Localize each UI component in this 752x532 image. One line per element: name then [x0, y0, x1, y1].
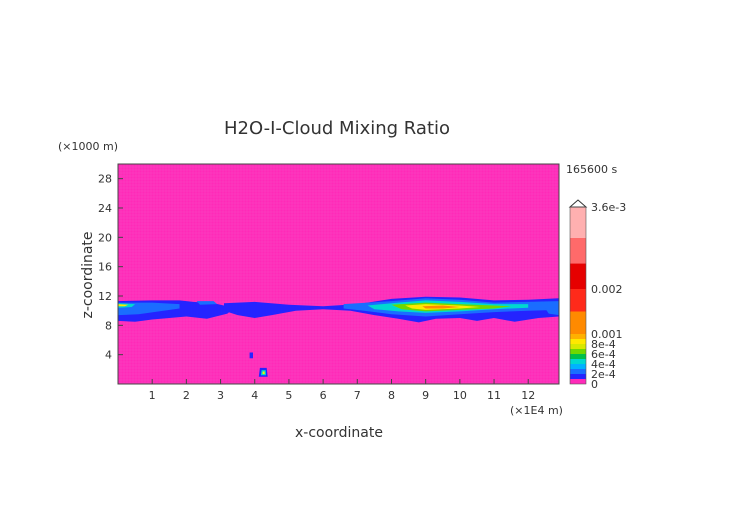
colorbar-frame	[569, 206, 587, 385]
y-tick-label: 16	[98, 261, 112, 274]
y-tick-label: 20	[98, 231, 112, 244]
colorbar-level	[570, 207, 586, 238]
x-tick-label: 10	[453, 389, 467, 402]
colorbar-level	[570, 359, 586, 364]
colorbar-tick-label: 2e-4	[591, 368, 616, 381]
colorbar-level	[570, 369, 586, 374]
colorbar-level	[570, 349, 586, 354]
colorbar-extend-arrow	[568, 199, 588, 208]
x-unit-label: (×1E4 m)	[510, 404, 563, 417]
x-tick-label: 5	[285, 389, 292, 402]
x-axis-label: x-coordinate	[295, 425, 383, 441]
x-tick-label: 6	[320, 389, 327, 402]
colorbar-level	[570, 237, 586, 264]
x-tick-label: 4	[251, 389, 258, 402]
colorbar-level	[570, 374, 586, 379]
colorbar-level	[570, 344, 586, 349]
x-tick-label: 8	[388, 389, 395, 402]
colorbar-level	[570, 289, 586, 312]
colorbar-tick-label: 0	[591, 378, 598, 391]
x-tick-label: 2	[183, 389, 190, 402]
x-tick-label: 7	[354, 389, 361, 402]
cloud-contour-15	[249, 352, 253, 359]
colorbar-level	[570, 364, 586, 369]
colorbar-tick-label: 8e-4	[591, 338, 616, 351]
plot-frame	[117, 163, 560, 385]
x-tick-label: 9	[422, 389, 429, 402]
colorbar-level	[570, 379, 586, 384]
y-axis-label: z-coordinate	[80, 231, 96, 318]
y-tick-label: 8	[105, 319, 112, 332]
y-tick-label: 4	[105, 349, 112, 362]
y-unit-label: (×1000 m)	[58, 140, 118, 153]
cloud-contour-11	[545, 307, 559, 316]
colorbar-level	[570, 334, 586, 339]
cloud-contour-10	[422, 305, 460, 309]
colorbar-tick-label: 0.002	[591, 283, 623, 296]
cloud-contour-2	[118, 302, 180, 316]
fill-texture	[117, 163, 560, 384]
time-label: 165600 s	[566, 163, 617, 176]
colorbar-level	[570, 339, 586, 344]
y-tick-label: 28	[98, 173, 112, 186]
x-tick-label: 12	[521, 389, 535, 402]
plot-area	[117, 163, 560, 385]
x-tick-label: 1	[149, 389, 156, 402]
cloud-contour-5	[196, 301, 218, 305]
colorbar: 02e-44e-46e-48e-40.001 0.002 3.6e-3	[568, 199, 626, 391]
colorbar-level	[570, 354, 586, 359]
colorbar-tick-label: 3.6e-3	[591, 201, 626, 214]
y-tick-label: 12	[98, 290, 112, 303]
x-tick-label: 3	[217, 389, 224, 402]
colorbar-tick-label: 6e-4	[591, 348, 616, 361]
colorbar-level	[570, 311, 586, 334]
plot-background	[118, 164, 559, 384]
y-tick-label: 24	[98, 202, 112, 215]
colorbar-tick-label: 4e-4	[591, 358, 616, 371]
x-axis: 1 2 3 4 5 6 7 8 9 10 11 12	[149, 379, 535, 402]
colorbar-level	[570, 263, 586, 289]
x-tick-label: 11	[487, 389, 501, 402]
cloud-contour-14	[262, 371, 265, 375]
colorbar-tick-label: 0.001	[591, 328, 623, 341]
cloud-contour-4	[118, 304, 129, 307]
chart-title: H2O-I-Cloud Mixing Ratio	[224, 118, 450, 139]
y-axis: 4 8 12 16 20 24 28	[98, 173, 123, 362]
